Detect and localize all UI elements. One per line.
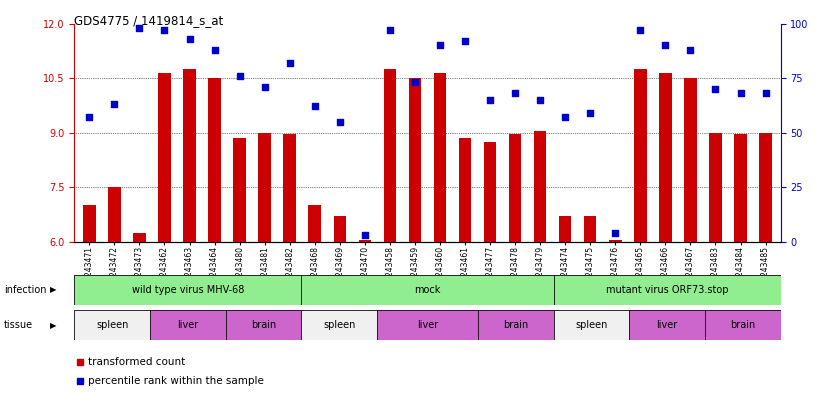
Point: [83, 114, 96, 121]
Text: brain: brain: [730, 320, 755, 330]
Bar: [74, 275, 301, 305]
Bar: [225, 310, 301, 340]
Bar: [383, 69, 396, 242]
Point: [634, 27, 647, 33]
Point: [258, 84, 271, 90]
Text: GDS4775 / 1419814_s_at: GDS4775 / 1419814_s_at: [74, 14, 224, 27]
Point: [534, 97, 547, 103]
Point: [233, 73, 246, 79]
Bar: [559, 216, 572, 242]
Text: ▶: ▶: [50, 321, 56, 330]
Point: [733, 90, 747, 97]
Bar: [159, 73, 171, 242]
Point: [759, 90, 772, 97]
Text: brain: brain: [251, 320, 276, 330]
Point: [483, 97, 496, 103]
Bar: [133, 233, 145, 242]
Point: [308, 103, 321, 110]
Bar: [710, 132, 722, 242]
Bar: [609, 240, 621, 242]
Text: spleen: spleen: [575, 320, 608, 330]
Text: brain: brain: [503, 320, 529, 330]
Bar: [553, 310, 629, 340]
Text: wild type virus MHV-68: wild type virus MHV-68: [131, 285, 244, 295]
Bar: [234, 138, 246, 242]
Bar: [108, 187, 121, 242]
Text: transformed count: transformed count: [88, 357, 186, 367]
Point: [659, 42, 672, 48]
Bar: [705, 310, 781, 340]
Bar: [83, 205, 96, 242]
Point: [133, 25, 146, 31]
Bar: [358, 240, 371, 242]
Point: [458, 38, 472, 44]
Text: percentile rank within the sample: percentile rank within the sample: [88, 376, 264, 386]
Bar: [208, 78, 221, 242]
Bar: [484, 142, 496, 242]
Point: [108, 101, 121, 107]
Point: [684, 47, 697, 53]
Bar: [150, 310, 225, 340]
Point: [434, 42, 447, 48]
Point: [408, 79, 421, 86]
Bar: [584, 216, 596, 242]
Point: [183, 36, 196, 42]
Text: infection: infection: [4, 285, 46, 295]
Point: [558, 114, 572, 121]
Bar: [334, 216, 346, 242]
Point: [283, 60, 297, 66]
Bar: [634, 69, 647, 242]
Bar: [183, 69, 196, 242]
Point: [333, 119, 346, 125]
Text: ▶: ▶: [50, 285, 56, 294]
Bar: [509, 134, 521, 242]
Point: [158, 27, 171, 33]
Text: mock: mock: [415, 285, 440, 295]
Bar: [734, 134, 747, 242]
Bar: [534, 131, 547, 242]
Bar: [301, 310, 377, 340]
Bar: [74, 310, 150, 340]
Point: [383, 27, 396, 33]
Point: [509, 90, 522, 97]
Point: [709, 86, 722, 92]
Bar: [283, 134, 296, 242]
Point: [358, 232, 372, 238]
Bar: [629, 310, 705, 340]
Bar: [553, 275, 781, 305]
Bar: [259, 132, 271, 242]
Point: [584, 110, 597, 116]
Point: [609, 230, 622, 236]
Bar: [478, 310, 553, 340]
Bar: [308, 205, 321, 242]
Bar: [377, 310, 478, 340]
Bar: [684, 78, 696, 242]
Text: spleen: spleen: [323, 320, 355, 330]
Bar: [409, 78, 421, 242]
Text: tissue: tissue: [4, 320, 33, 330]
Text: liver: liver: [178, 320, 198, 330]
Bar: [301, 275, 553, 305]
Bar: [434, 73, 446, 242]
Bar: [759, 132, 771, 242]
Text: liver: liver: [417, 320, 438, 330]
Bar: [458, 138, 472, 242]
Text: liver: liver: [657, 320, 677, 330]
Text: mutant virus ORF73.stop: mutant virus ORF73.stop: [605, 285, 729, 295]
Point: [208, 47, 221, 53]
Bar: [659, 73, 672, 242]
Text: spleen: spleen: [96, 320, 128, 330]
